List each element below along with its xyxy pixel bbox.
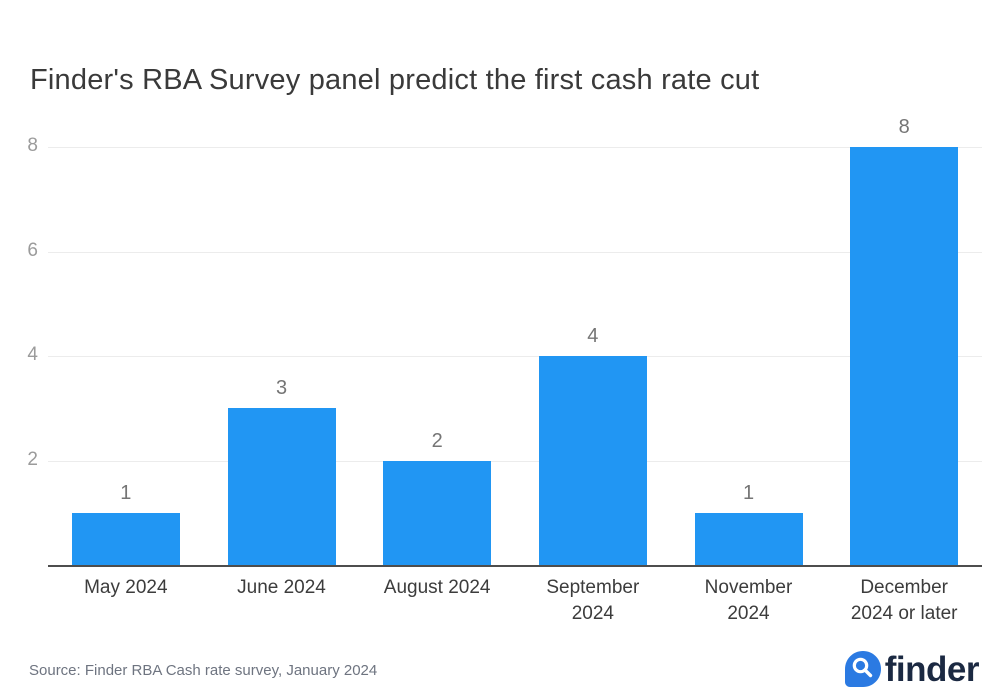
- y-axis-tick-8: 8: [27, 135, 38, 156]
- x-axis-label: June 2024: [237, 577, 326, 598]
- bar-May 2024: [71, 512, 180, 565]
- x-axis-label: November 2024: [704, 577, 793, 624]
- bar-value-label: 1: [742, 481, 755, 504]
- gridline-4: [48, 356, 982, 357]
- y-axis-tick-2: 2: [27, 448, 38, 470]
- bar-value-label: 1: [120, 481, 132, 504]
- chart-title: Finder's RBA Survey panel predict the fi…: [30, 64, 760, 96]
- bar-August 2024: [383, 460, 492, 565]
- bar-value-label: 3: [275, 377, 288, 400]
- bar-December 2024 or later: [850, 147, 959, 565]
- source-attribution: Source: Finder RBA Cash rate survey, Jan…: [29, 662, 378, 679]
- bar-November 2024: [694, 512, 803, 565]
- gridline-2: [48, 460, 982, 462]
- x-axis-label: December 2024 or later: [850, 577, 958, 624]
- magnifier-bubble-icon: [844, 650, 882, 688]
- gridline-8: [48, 147, 982, 148]
- x-axis-label: September 2024: [546, 577, 640, 624]
- y-axis-tick-6: 6: [27, 239, 38, 261]
- x-axis-label: May 2024: [84, 577, 168, 598]
- gridline-6: [48, 251, 982, 253]
- bar-value-label: 4: [587, 325, 599, 347]
- bar-June 2024: [227, 408, 336, 565]
- bar-value-label: 8: [898, 116, 910, 138]
- finder-logo-wordmark: finder: [884, 649, 980, 689]
- x-axis-line: [48, 565, 982, 567]
- bar-value-label: 2: [431, 429, 443, 452]
- x-axis-label: August 2024: [383, 577, 491, 598]
- bar-September 2024: [538, 356, 647, 565]
- finder-logo: finder: [844, 648, 980, 690]
- y-axis-tick-4: 4: [27, 344, 38, 365]
